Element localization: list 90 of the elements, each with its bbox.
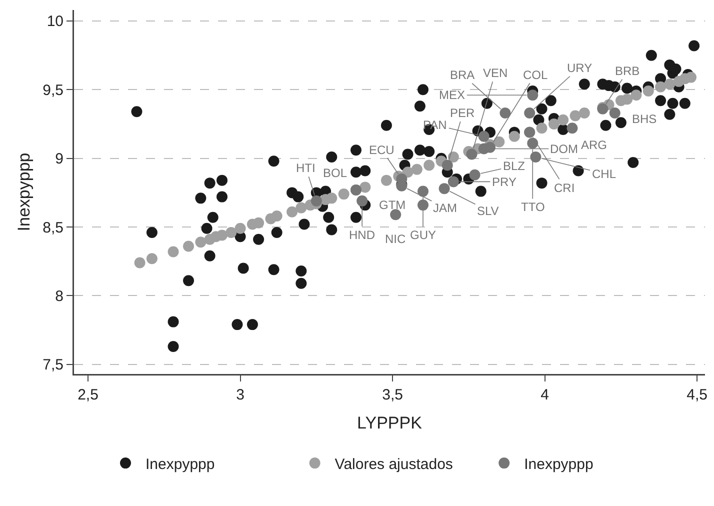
data-label: ARG [581, 138, 608, 152]
point [168, 246, 179, 258]
data-label: ECU [369, 143, 394, 157]
point [296, 202, 307, 214]
point [630, 90, 642, 101]
point [570, 110, 581, 122]
point [478, 130, 490, 142]
point [466, 148, 478, 160]
point [253, 217, 264, 228]
legend-label: Valores ajustados [334, 456, 453, 473]
point [530, 151, 542, 162]
point [664, 78, 676, 90]
data-label: CHL [592, 167, 616, 181]
data-label: PAN [423, 118, 447, 132]
point [469, 169, 480, 180]
x-axis-title: LYPPPK [357, 414, 423, 433]
point [271, 210, 282, 222]
y-axis-title: Inexpyppp [14, 152, 34, 232]
data-label: GTM [379, 198, 406, 212]
y-tick-label: 8 [55, 288, 64, 305]
point [642, 86, 654, 97]
point [536, 122, 548, 134]
y-tick-label: 10 [46, 13, 64, 30]
point [438, 183, 450, 194]
point [390, 209, 402, 220]
point [326, 192, 338, 204]
data-label: DOM [550, 142, 578, 156]
y-tick-label: 7,5 [42, 356, 64, 374]
data-label: BOL [323, 166, 348, 180]
data-label: BRB [615, 64, 640, 78]
legend-label: Inexpyppp [524, 456, 594, 473]
y-tick-label: 9,5 [42, 82, 64, 99]
data-label: JAM [433, 201, 458, 215]
x-tick-label: 3 [236, 386, 244, 404]
x-tick-label: 4,5 [686, 386, 708, 404]
data-label: MEX [439, 88, 466, 102]
x-tick-label: 4 [540, 386, 549, 404]
data-label: GUY [410, 228, 436, 242]
point [494, 136, 505, 148]
point [484, 142, 496, 153]
data-label: PER [450, 106, 476, 120]
data-label: HTI [296, 161, 316, 175]
point [338, 188, 350, 200]
point [508, 130, 520, 142]
data-label: TTO [521, 200, 545, 214]
data-label: BRA [450, 68, 475, 82]
data-label: COL [523, 68, 548, 82]
point [234, 222, 246, 234]
point [566, 122, 578, 134]
point [418, 186, 428, 197]
y-tick-label: 9 [55, 150, 64, 168]
legend-label: Inexpyppp [146, 456, 215, 473]
data-label: URY [567, 61, 592, 75]
point [500, 108, 511, 119]
data-label: HND [349, 228, 376, 242]
point [609, 108, 620, 119]
point [442, 160, 453, 171]
point [310, 195, 322, 206]
point [448, 151, 459, 162]
point [424, 160, 435, 171]
point [558, 114, 569, 126]
point [226, 227, 237, 238]
point [578, 108, 590, 119]
point [134, 257, 146, 268]
x-tick-label: 3,5 [382, 386, 403, 404]
point [622, 94, 633, 105]
point [195, 236, 206, 248]
point [655, 81, 666, 92]
point [360, 182, 371, 193]
data-label: BLZ [503, 159, 526, 173]
point [527, 90, 538, 101]
point [548, 118, 560, 130]
point [216, 230, 228, 241]
data-label: CRI [554, 181, 575, 195]
point [448, 176, 459, 188]
data-label: BHS [632, 112, 657, 126]
point [411, 164, 422, 175]
point [380, 174, 392, 186]
y-tick-label: 8,5 [42, 219, 64, 236]
data-label: VEN [483, 66, 508, 80]
point [527, 138, 538, 149]
point [183, 240, 194, 252]
x-tick-label: 2,5 [78, 386, 98, 404]
point [356, 195, 368, 206]
point [524, 108, 536, 119]
data-label: NIC [385, 232, 406, 246]
data-label: PRY [492, 175, 516, 189]
data-label: SLV [477, 204, 499, 218]
point [146, 253, 158, 264]
point [286, 206, 298, 218]
